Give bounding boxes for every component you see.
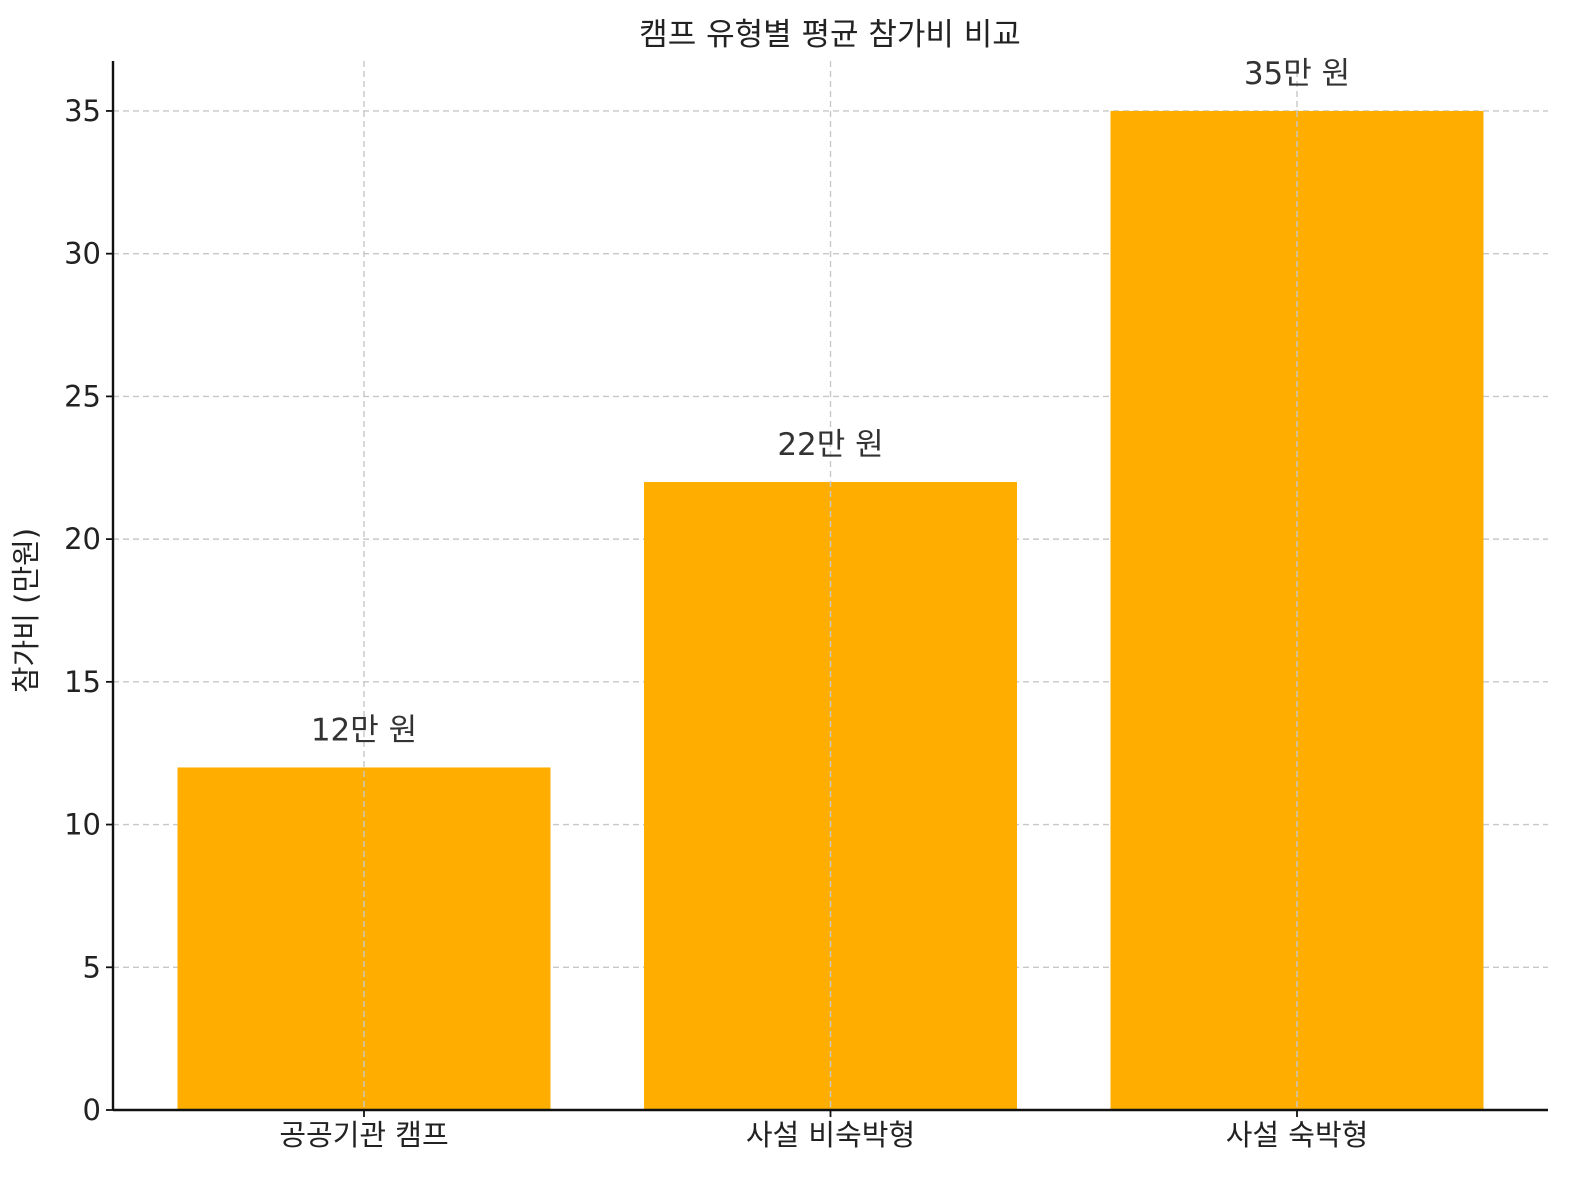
bar — [177, 767, 551, 1110]
y-ticks: 0 5 10 15 20 25 30 35 — [64, 94, 113, 1127]
chart-title: 캠프 유형별 평균 참가비 비교 — [639, 17, 1021, 53]
data-labels: 12만 원 22만 원 35만 원 — [311, 56, 1350, 749]
y-tick-label: 10 — [64, 808, 101, 842]
x-tick-label: 사설 비숙박형 — [746, 1118, 915, 1152]
y-tick-label: 25 — [64, 379, 101, 413]
y-tick-label: 30 — [64, 237, 101, 271]
y-tick-label: 0 — [83, 1093, 101, 1127]
y-tick-label: 35 — [64, 94, 101, 128]
x-grid-lines — [363, 61, 1298, 1110]
bar-value-label: 35만 원 — [1244, 56, 1350, 92]
x-tick-label: 사설 숙박형 — [1226, 1118, 1369, 1152]
y-tick-label: 20 — [64, 522, 101, 556]
x-tick-label: 공공기관 캠프 — [279, 1118, 448, 1152]
y-tick-label: 5 — [83, 950, 101, 984]
bar-value-label: 12만 원 — [311, 712, 417, 748]
bars — [177, 110, 1484, 1110]
x-ticks: 공공기관 캠프 사설 비숙박형 사설 숙박형 — [279, 1110, 1368, 1152]
y-axis-label: 참가비 (만원) — [9, 528, 43, 693]
bar-value-label: 22만 원 — [777, 427, 883, 463]
y-tick-label: 15 — [64, 665, 101, 699]
bar — [1110, 110, 1484, 1110]
